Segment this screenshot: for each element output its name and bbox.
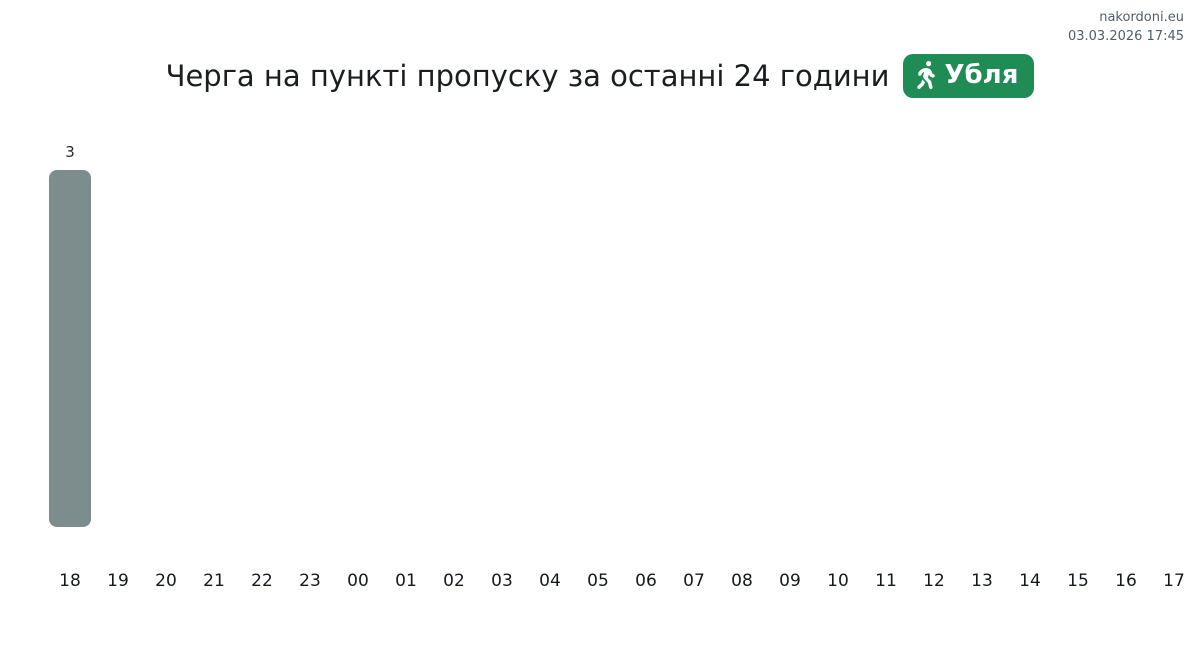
bar-column: 11 <box>862 140 910 591</box>
bar-wrap <box>622 140 670 527</box>
x-tick-label: 00 <box>347 571 369 591</box>
bar-column: 13 <box>958 140 1006 591</box>
bar-column: 02 <box>430 140 478 591</box>
x-tick-label: 20 <box>155 571 177 591</box>
bar-value-label: 3 <box>65 143 75 161</box>
bar-column: 00 <box>334 140 382 591</box>
bar-wrap <box>478 140 526 527</box>
bar-column: 3 18 <box>46 140 94 591</box>
bar-wrap <box>958 140 1006 527</box>
bar-wrap <box>238 140 286 527</box>
x-tick-label: 17 <box>1163 571 1185 591</box>
bar-wrap: 3 <box>46 140 94 527</box>
x-tick-label: 16 <box>1115 571 1137 591</box>
bar-wrap <box>1054 140 1102 527</box>
bar-column: 19 <box>94 140 142 591</box>
x-tick-label: 18 <box>59 571 81 591</box>
x-tick-label: 05 <box>587 571 609 591</box>
crossing-badge[interactable]: Убля <box>903 54 1035 98</box>
bar-column: 10 <box>814 140 862 591</box>
bar-column: 03 <box>478 140 526 591</box>
bar-column: 20 <box>142 140 190 591</box>
bar-column: 23 <box>286 140 334 591</box>
bar-wrap <box>1006 140 1054 527</box>
bar-wrap <box>814 140 862 527</box>
bar-wrap <box>1102 140 1150 527</box>
title-row: Черга на пункті пропуску за останні 24 г… <box>0 54 1200 98</box>
bar-wrap <box>382 140 430 527</box>
bar-wrap <box>718 140 766 527</box>
credit-block: nakordoni.eu 03.03.2026 17:45 <box>1068 8 1184 46</box>
x-tick-label: 06 <box>635 571 657 591</box>
x-tick-label: 04 <box>539 571 561 591</box>
site-link[interactable]: nakordoni.eu <box>1099 10 1184 25</box>
bar-wrap <box>334 140 382 527</box>
bar-column: 22 <box>238 140 286 591</box>
bar-column: 16 <box>1102 140 1150 591</box>
x-tick-label: 14 <box>1019 571 1041 591</box>
badge-label: Убля <box>944 60 1019 90</box>
x-tick-label: 09 <box>779 571 801 591</box>
bar-column: 06 <box>622 140 670 591</box>
page-title: Черга на пункті пропуску за останні 24 г… <box>165 58 890 93</box>
bar-column: 12 <box>910 140 958 591</box>
bar-column: 15 <box>1054 140 1102 591</box>
bar-column: 17 <box>1150 140 1198 591</box>
bar-wrap <box>1150 140 1198 527</box>
chart-columns: 3 18 19 20 21 22 23 00 01 02 03 04 05 06 07 08 09 10 11 12 1… <box>46 140 1198 591</box>
bar-column: 07 <box>670 140 718 591</box>
bar-column: 01 <box>382 140 430 591</box>
pedestrian-icon <box>915 61 937 90</box>
bar <box>49 170 91 527</box>
bar-column: 08 <box>718 140 766 591</box>
x-tick-label: 11 <box>875 571 897 591</box>
bar-wrap <box>670 140 718 527</box>
bar-wrap <box>94 140 142 527</box>
x-tick-label: 13 <box>971 571 993 591</box>
bar-column: 09 <box>766 140 814 591</box>
bar-column: 14 <box>1006 140 1054 591</box>
bar-column: 21 <box>190 140 238 591</box>
bar-wrap <box>574 140 622 527</box>
x-tick-label: 22 <box>251 571 273 591</box>
x-tick-label: 02 <box>443 571 465 591</box>
bar-wrap <box>430 140 478 527</box>
x-tick-label: 01 <box>395 571 417 591</box>
bar-chart: 3 18 19 20 21 22 23 00 01 02 03 04 05 06 07 08 09 10 11 12 1… <box>46 140 1198 591</box>
x-tick-label: 15 <box>1067 571 1089 591</box>
bar-wrap <box>862 140 910 527</box>
x-tick-label: 07 <box>683 571 705 591</box>
bar-wrap <box>142 140 190 527</box>
bar-wrap <box>910 140 958 527</box>
bar-wrap <box>766 140 814 527</box>
x-tick-label: 23 <box>299 571 321 591</box>
bar-wrap <box>286 140 334 527</box>
x-tick-label: 12 <box>923 571 945 591</box>
bar-column: 04 <box>526 140 574 591</box>
x-tick-label: 08 <box>731 571 753 591</box>
x-tick-label: 21 <box>203 571 225 591</box>
x-tick-label: 03 <box>491 571 513 591</box>
bar-wrap <box>526 140 574 527</box>
bar-column: 05 <box>574 140 622 591</box>
timestamp: 03.03.2026 17:45 <box>1067 29 1184 44</box>
x-tick-label: 19 <box>107 571 129 591</box>
bar-wrap <box>190 140 238 527</box>
x-tick-label: 10 <box>827 571 849 591</box>
